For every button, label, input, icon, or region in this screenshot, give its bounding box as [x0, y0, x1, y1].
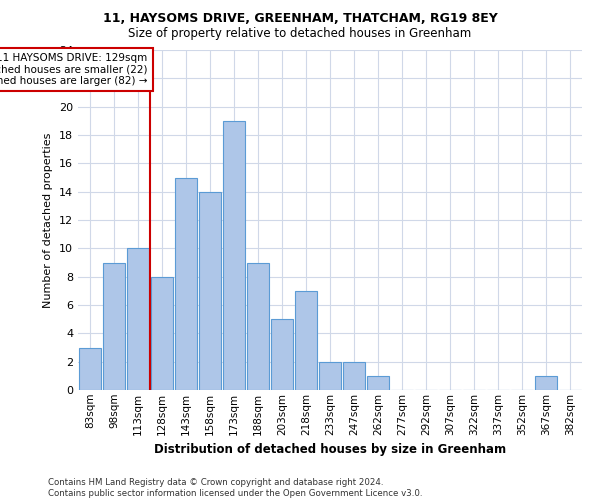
Bar [175, 178, 197, 390]
Bar [295, 291, 317, 390]
Bar [103, 262, 125, 390]
Bar [223, 121, 245, 390]
Bar [367, 376, 389, 390]
X-axis label: Distribution of detached houses by size in Greenham: Distribution of detached houses by size … [154, 443, 506, 456]
Bar [319, 362, 341, 390]
Text: 11 HAYSOMS DRIVE: 129sqm
← 21% of detached houses are smaller (22)
79% of semi-d: 11 HAYSOMS DRIVE: 129sqm ← 21% of detach… [0, 53, 148, 86]
Bar [151, 276, 173, 390]
Bar [79, 348, 101, 390]
Text: Contains HM Land Registry data © Crown copyright and database right 2024.
Contai: Contains HM Land Registry data © Crown c… [48, 478, 422, 498]
Bar [535, 376, 557, 390]
Bar [127, 248, 149, 390]
Bar [199, 192, 221, 390]
Bar [271, 319, 293, 390]
Text: 11, HAYSOMS DRIVE, GREENHAM, THATCHAM, RG19 8EY: 11, HAYSOMS DRIVE, GREENHAM, THATCHAM, R… [103, 12, 497, 26]
Text: Size of property relative to detached houses in Greenham: Size of property relative to detached ho… [128, 28, 472, 40]
Y-axis label: Number of detached properties: Number of detached properties [43, 132, 53, 308]
Bar [247, 262, 269, 390]
Bar [343, 362, 365, 390]
